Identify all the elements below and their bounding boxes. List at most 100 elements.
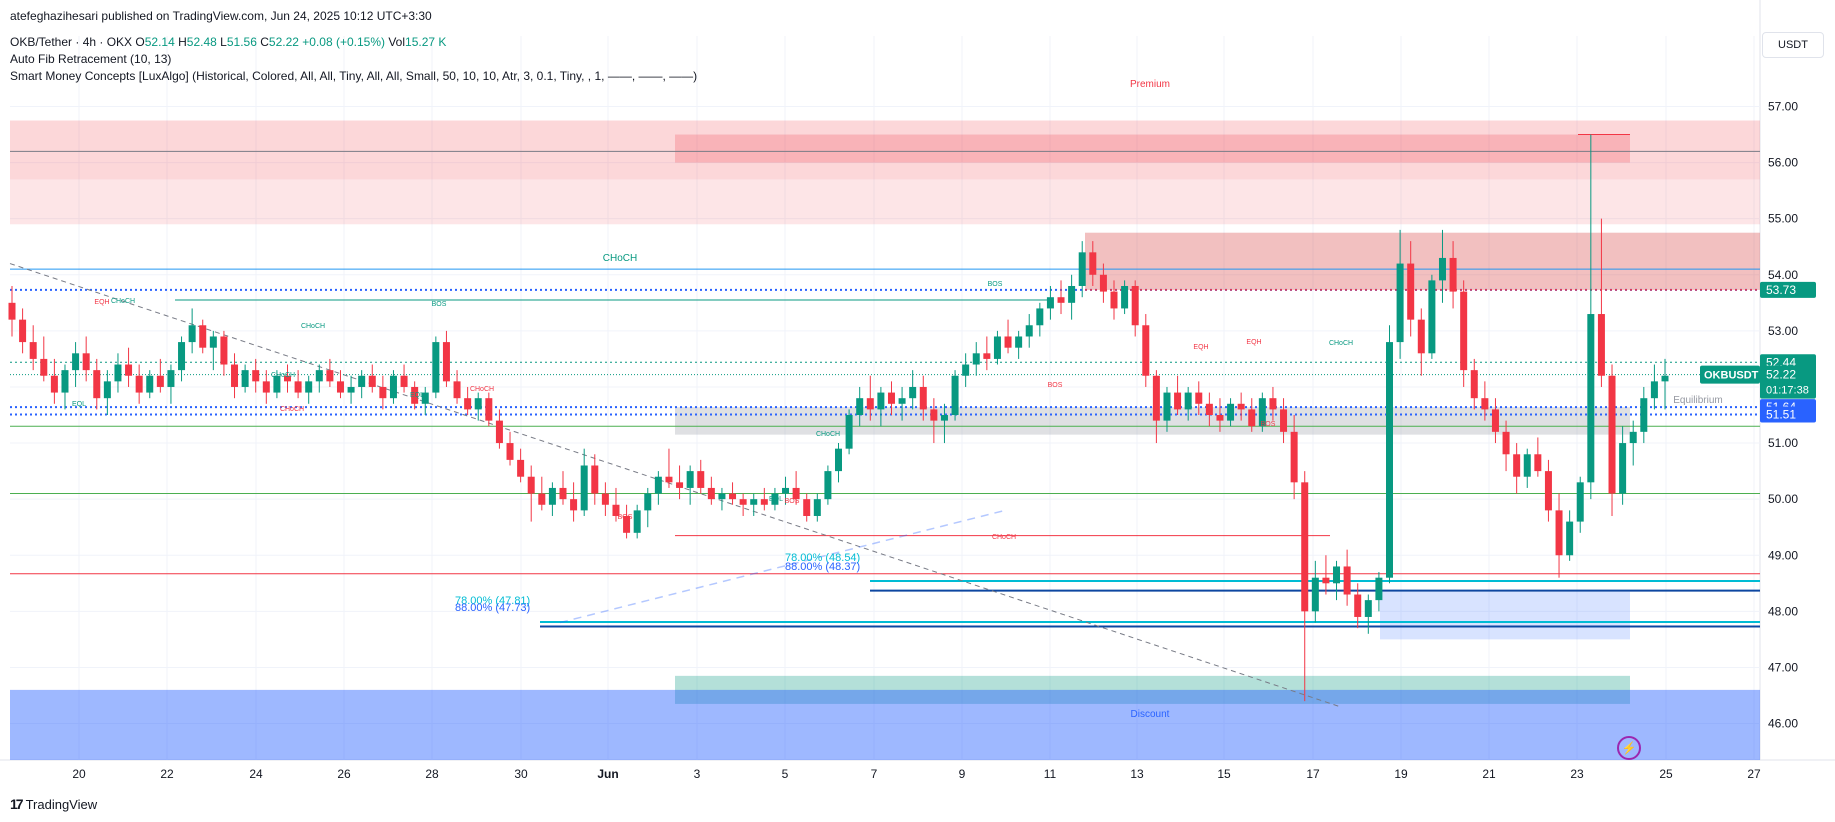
candle-body [1576, 482, 1584, 522]
bullish-ob [1380, 591, 1630, 640]
candle-body [962, 364, 970, 376]
candle-body [347, 386, 355, 393]
candle-body [220, 336, 228, 365]
candle-body [188, 325, 196, 343]
candle-body [1661, 375, 1669, 382]
high-value: 52.48 [186, 35, 217, 49]
x-tick-label: 17 [1306, 767, 1320, 781]
structure-label: CHoCH [280, 406, 304, 413]
candle-body [1205, 403, 1213, 416]
structure-label: CHoCH [301, 323, 325, 330]
currency-button[interactable]: USDT [1762, 32, 1824, 58]
smc-zones [10, 120, 1760, 760]
structure-label: BOS [785, 498, 800, 505]
candle-body [1216, 415, 1224, 421]
symbol-title[interactable]: OKB/Tether · 4h · OKX [10, 35, 133, 49]
tradingview-logo[interactable]: 17 TradingView [10, 796, 97, 812]
structure-label: BOS [988, 281, 1003, 288]
candlestick-series [8, 134, 1669, 702]
candle-body [1597, 314, 1605, 376]
candle-body [1078, 252, 1086, 286]
candle-body [877, 392, 885, 410]
candle-body [262, 381, 270, 393]
low-label: L [220, 35, 227, 49]
candle-body [591, 465, 599, 494]
candle-body [1566, 521, 1574, 556]
candle-body [1534, 454, 1542, 472]
candle-body [824, 471, 832, 500]
y-tick-label: 50.00 [1768, 492, 1798, 506]
candle-body [252, 370, 260, 382]
fib-label: 88.00% (48.37) [785, 561, 860, 573]
candle-body [1407, 263, 1415, 320]
x-tick-label: 26 [337, 767, 351, 781]
candle-body [972, 353, 980, 365]
candle-body [1152, 375, 1160, 421]
candle-body [1248, 409, 1256, 427]
candle-body [1290, 431, 1298, 483]
candle-body [580, 465, 588, 511]
candle-body [1121, 285, 1129, 309]
candle-body [654, 476, 662, 494]
x-tick-label: 13 [1130, 767, 1144, 781]
candle-body [1481, 398, 1489, 410]
price-axis[interactable]: 57.0056.0055.0054.0053.0052.0051.0050.00… [1768, 99, 1798, 730]
x-tick-label: 19 [1394, 767, 1408, 781]
indicator-smc[interactable]: Smart Money Concepts [LuxAlgo] (Historic… [10, 69, 698, 83]
candle-body [1110, 291, 1118, 309]
candle-body [898, 398, 906, 404]
candle-body [570, 499, 578, 511]
zone-label: Discount [1131, 709, 1170, 720]
tv-logo-text: TradingView [25, 796, 98, 812]
candle-body [1057, 297, 1065, 303]
close-value: 52.22 [268, 35, 299, 49]
candle-body [61, 370, 69, 393]
y-tick-label: 57.00 [1768, 99, 1798, 113]
candle-body [633, 510, 641, 533]
volume-value: 15.27 K [405, 35, 447, 49]
bolt-icon[interactable]: ⚡ [1617, 736, 1641, 760]
candle-body [114, 364, 122, 382]
candle-body [411, 386, 419, 404]
time-axis[interactable]: 20 22 24 26 28 30 Jun 3 5 7 9 11 13 15 17 19 21 23 25 27 [72, 767, 1761, 781]
x-tick-label: 24 [249, 767, 263, 781]
structure-label: EQH [1246, 339, 1261, 346]
premium-zone-band [10, 120, 1760, 180]
candle-body [665, 476, 673, 483]
candle-body [506, 443, 514, 460]
candle-body [474, 398, 482, 410]
y-tick-label: 54.00 [1768, 268, 1798, 282]
candle-body [1036, 308, 1044, 326]
indicator-fib[interactable]: Auto Fib Retracement (10, 13) [10, 52, 172, 66]
structure-label: EQH [94, 299, 109, 306]
candle-body [623, 515, 631, 533]
candle-body [326, 370, 334, 382]
structure-label: EQL [410, 392, 424, 399]
candle-body [1195, 392, 1203, 404]
x-tick-label: 9 [959, 767, 966, 781]
y-tick-label: 53.00 [1768, 324, 1798, 338]
x-tick-label: 20 [72, 767, 86, 781]
y-tick-label: 48.00 [1768, 604, 1798, 618]
candle-body [1587, 314, 1595, 483]
candle-body [1523, 454, 1531, 477]
candle-body [1386, 342, 1393, 578]
equilibrium-zone [675, 407, 1630, 435]
candle-body [156, 375, 164, 387]
candle-body [644, 493, 652, 511]
candle-body [866, 398, 874, 410]
candle-body [1491, 409, 1499, 432]
grid-lines [0, 0, 1835, 761]
candle-body [8, 302, 16, 320]
candle-body [1544, 471, 1552, 511]
discount-zone [10, 689, 1760, 760]
x-tick-label: 22 [160, 767, 174, 781]
symbol-tag-label: OKBUSDT [1704, 370, 1759, 382]
x-tick-label: 23 [1570, 767, 1584, 781]
candle-body [1237, 403, 1245, 410]
candle-body [739, 499, 747, 505]
candle-body [1227, 403, 1235, 421]
candle-body [601, 493, 609, 505]
candle-body [1608, 375, 1616, 494]
